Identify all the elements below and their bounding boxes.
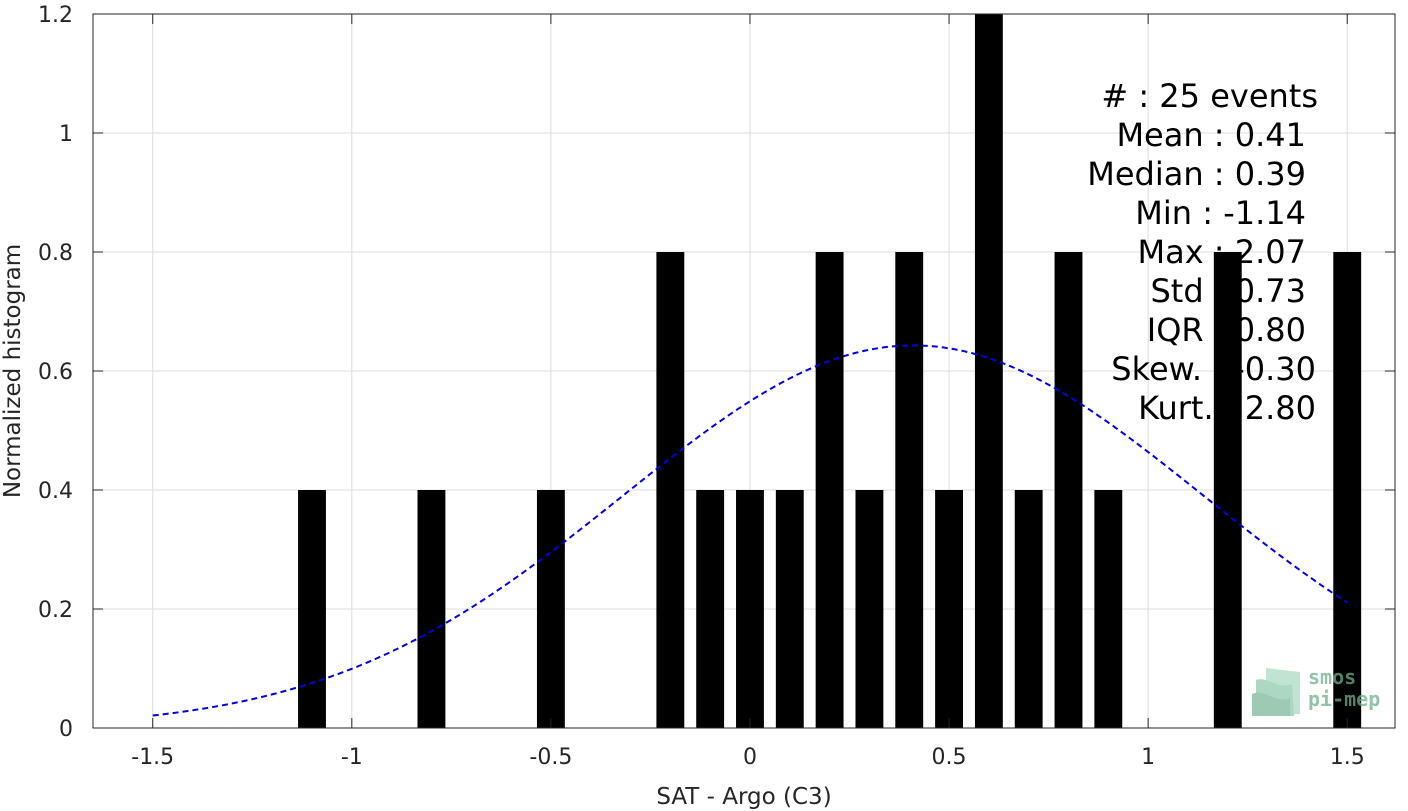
y-tick-label-3: 0.6	[38, 360, 73, 385]
x-tick-labels: -1.5 -1 -0.5 0 0.5 1 1.5	[131, 745, 1364, 770]
histogram-bar-6	[775, 490, 804, 728]
y-tick-label-2: 0.4	[38, 479, 73, 504]
stat-min: Min : -1.14	[1135, 194, 1306, 232]
logo-line1: smos	[1308, 665, 1356, 689]
histogram-bar-1	[417, 490, 446, 728]
smos-pimep-logo: smos pi-mep	[1252, 665, 1380, 716]
x-axis-label: SAT - Argo (C3)	[656, 784, 831, 810]
stat-std: Std : 0.73	[1150, 272, 1306, 310]
histogram-bar-14	[1094, 490, 1123, 728]
stat-median: Median : 0.39	[1087, 155, 1306, 193]
tick-marks	[93, 13, 1395, 729]
stat-max: Max : 2.07	[1137, 233, 1306, 271]
histogram-bar-13	[1054, 252, 1083, 728]
x-tick-label-4: 0.5	[932, 745, 967, 770]
histogram-bar-4	[696, 490, 725, 728]
histogram-bar-2	[536, 490, 565, 728]
y-tick-label-5: 1	[59, 122, 73, 147]
stat-kurt: Kurt. : 2.80	[1138, 389, 1316, 427]
y-axis-label: Normalized histogram	[0, 244, 26, 498]
logo-line2: pi-mep	[1308, 687, 1380, 711]
x-tick-label-5: 1	[1141, 745, 1155, 770]
histogram-bar-5	[736, 490, 764, 728]
stat-mean: Mean : 0.41	[1116, 116, 1306, 154]
bars-group	[298, 14, 1362, 728]
y-tick-label-4: 0.8	[38, 241, 73, 266]
stat-iqr: IQR : 0.80	[1147, 311, 1306, 349]
histogram-bar-7	[815, 252, 844, 728]
histogram-bar-0	[298, 490, 326, 728]
histogram-bar-16	[1333, 252, 1362, 728]
x-tick-label-6: 1.5	[1330, 745, 1365, 770]
stat-skew: Skew. : -0.30	[1111, 350, 1316, 388]
y-tick-label-6: 1.2	[38, 3, 73, 28]
y-tick-labels: 0 0.2 0.4 0.6 0.8 1 1.2	[38, 3, 73, 742]
x-tick-label-0: -1.5	[131, 745, 174, 770]
histogram-bar-11	[974, 14, 1003, 728]
y-tick-label-1: 0.2	[38, 598, 73, 623]
histogram-bar-12	[1014, 490, 1043, 728]
y-tick-label-0: 0	[59, 717, 73, 742]
histogram-bar-15	[1213, 252, 1242, 728]
x-tick-label-2: -0.5	[529, 745, 572, 770]
histogram-bar-9	[895, 252, 924, 728]
x-tick-label-1: -1	[341, 745, 363, 770]
gaussian-fit-curve	[152, 344, 1348, 717]
statistics-box: # : 25 events Mean : 0.41 Median : 0.39 …	[1087, 77, 1318, 427]
x-tick-label-3: 0	[743, 745, 757, 770]
histogram-bar-10	[935, 490, 963, 728]
logo-waves-icon	[1252, 668, 1300, 716]
histogram-bar-3	[656, 252, 685, 728]
histogram-bar-8	[855, 490, 884, 728]
stat-events: # : 25 events	[1101, 77, 1318, 115]
